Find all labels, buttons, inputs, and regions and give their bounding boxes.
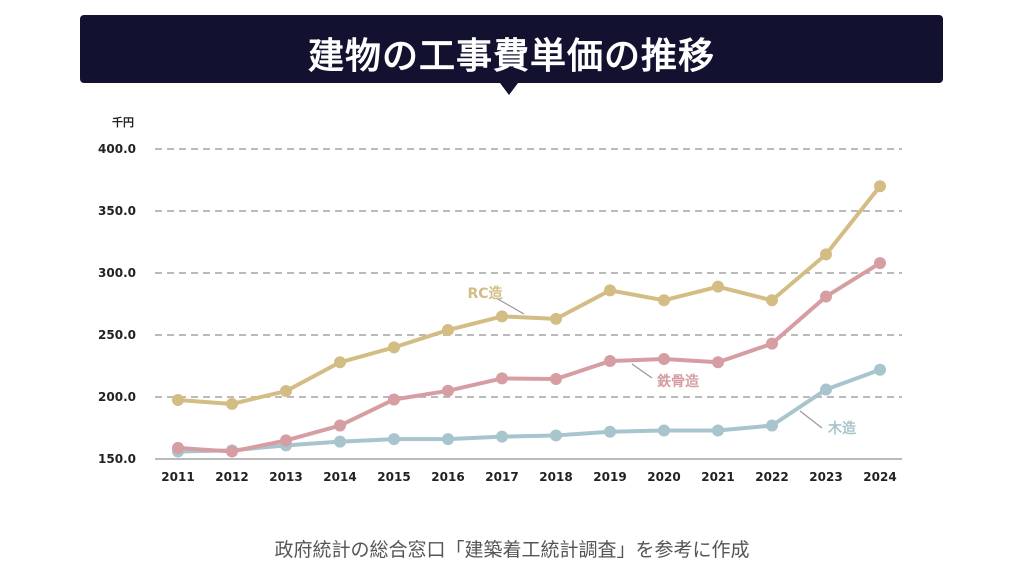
x-tick-label: 2017 xyxy=(485,470,518,484)
data-point xyxy=(280,434,292,447)
x-tick-label: 2023 xyxy=(809,470,842,484)
data-point xyxy=(712,356,724,369)
data-point xyxy=(442,433,454,446)
x-tick-label: 2020 xyxy=(647,470,680,484)
data-point xyxy=(172,441,184,454)
series-line xyxy=(177,184,882,406)
series-label: 木造 xyxy=(827,420,856,437)
data-point xyxy=(820,383,832,396)
data-point xyxy=(172,393,184,406)
x-tick-label: 2018 xyxy=(539,470,572,484)
data-point xyxy=(766,294,778,307)
data-point xyxy=(820,248,832,261)
y-tick-label: 250.0 xyxy=(98,328,136,342)
data-point xyxy=(442,384,454,397)
data-point xyxy=(874,180,886,193)
chart-title: 建物の工事費単価の推移 xyxy=(307,36,715,77)
x-tick-label: 2022 xyxy=(755,470,788,484)
y-tick-label: 200.0 xyxy=(98,390,136,404)
series-label: 鉄骨造 xyxy=(657,373,699,390)
data-point xyxy=(550,312,562,325)
data-point xyxy=(334,356,346,369)
data-point xyxy=(550,373,562,386)
data-point xyxy=(388,341,400,354)
data-point xyxy=(658,353,670,366)
source-note: 政府統計の総合窓口「建築着工統計調査」を参考に作成 xyxy=(274,539,750,561)
data-point xyxy=(874,257,886,270)
data-point xyxy=(442,324,454,337)
y-tick-label: 400.0 xyxy=(98,142,136,156)
data-point xyxy=(550,429,562,442)
data-point xyxy=(766,337,778,350)
x-tick-label: 2015 xyxy=(377,470,410,484)
data-point xyxy=(280,385,292,398)
title-banner: 建物の工事費単価の推移 xyxy=(80,15,943,95)
series-label: RC造 xyxy=(467,285,502,302)
x-tick-label: 2011 xyxy=(161,470,194,484)
series-line xyxy=(177,367,881,454)
x-tick-label: 2021 xyxy=(701,470,734,484)
x-tick-label: 2024 xyxy=(863,470,896,484)
data-point xyxy=(874,363,886,376)
data-point xyxy=(712,280,724,293)
data-point xyxy=(658,294,670,307)
data-point xyxy=(604,284,616,297)
series-line xyxy=(177,261,882,454)
data-point xyxy=(658,424,670,437)
data-point xyxy=(334,419,346,432)
x-tick-label: 2012 xyxy=(215,470,248,484)
data-point xyxy=(388,433,400,446)
y-tick-label: 150.0 xyxy=(98,452,136,466)
label-leader-line xyxy=(799,410,823,429)
label-leader-line xyxy=(631,363,653,379)
data-point xyxy=(226,445,238,458)
data-point xyxy=(334,435,346,448)
data-point xyxy=(496,430,508,443)
y-tick-label: 350.0 xyxy=(98,204,136,218)
data-point xyxy=(604,425,616,438)
x-tick-label: 2016 xyxy=(431,470,464,484)
data-point xyxy=(388,393,400,406)
y-tick-label: 300.0 xyxy=(98,266,136,280)
data-point xyxy=(226,397,238,410)
data-point xyxy=(604,355,616,368)
data-point xyxy=(712,424,724,437)
data-point xyxy=(766,419,778,432)
x-tick-label: 2014 xyxy=(323,470,356,484)
data-point xyxy=(496,310,508,323)
x-tick-label: 2013 xyxy=(269,470,302,484)
y-axis-unit: 千円 xyxy=(112,115,134,129)
label-leader-line xyxy=(495,297,525,315)
x-tick-label: 2019 xyxy=(593,470,626,484)
data-point xyxy=(496,372,508,385)
data-point xyxy=(820,290,832,303)
